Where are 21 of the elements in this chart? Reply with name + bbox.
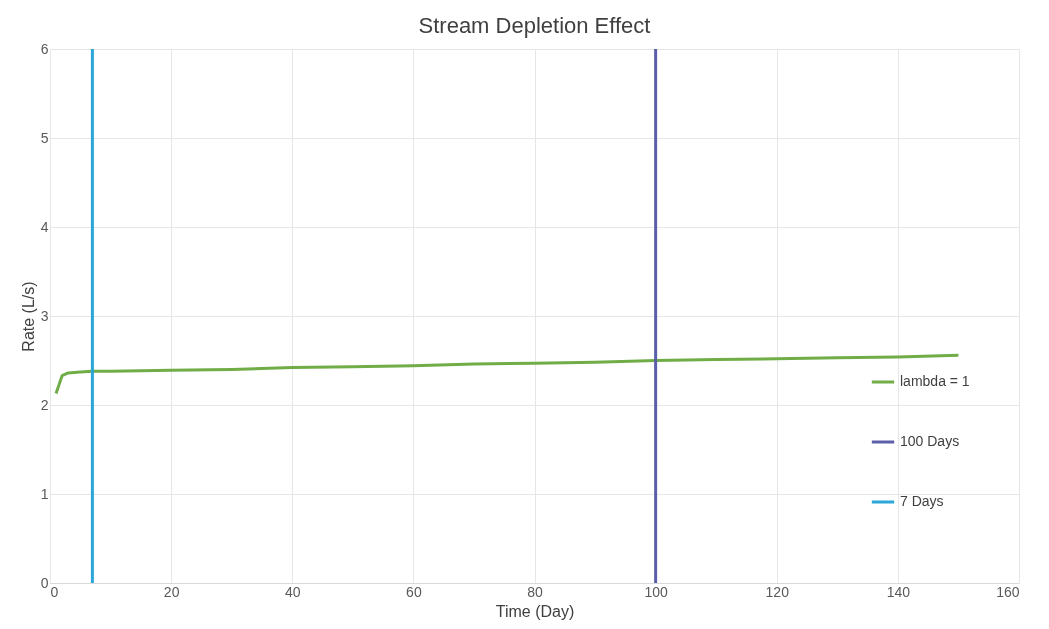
x-tick-label: 140 xyxy=(886,583,911,600)
chart-title: Stream Depletion Effect xyxy=(418,13,651,38)
y-tick-label: 4 xyxy=(40,218,49,235)
y-tick-label: 6 xyxy=(40,40,49,57)
x-tick-label: 160 xyxy=(996,583,1020,600)
x-tick-label: 100 xyxy=(644,583,669,600)
x-tick-label: 120 xyxy=(765,583,790,600)
y-tick-label: 5 xyxy=(40,129,49,146)
x-tick-label: 60 xyxy=(406,583,422,600)
line-series xyxy=(54,353,960,395)
y-axis-title: Rate (L/s) xyxy=(19,281,37,352)
x-tick-label: 80 xyxy=(527,583,543,600)
x-tick-label: 40 xyxy=(284,583,301,600)
legend-label: 100 Days xyxy=(900,433,960,449)
x-axis-title: Time (Day) xyxy=(495,602,575,620)
legend-label: 7 Days xyxy=(900,493,944,509)
legend-label: lambda = 1 xyxy=(900,373,970,389)
y-tick-label: 2 xyxy=(40,396,49,413)
y-tick-label: 1 xyxy=(40,485,49,502)
x-tick-label: 20 xyxy=(163,583,180,600)
y-tick-label: 3 xyxy=(40,307,49,324)
